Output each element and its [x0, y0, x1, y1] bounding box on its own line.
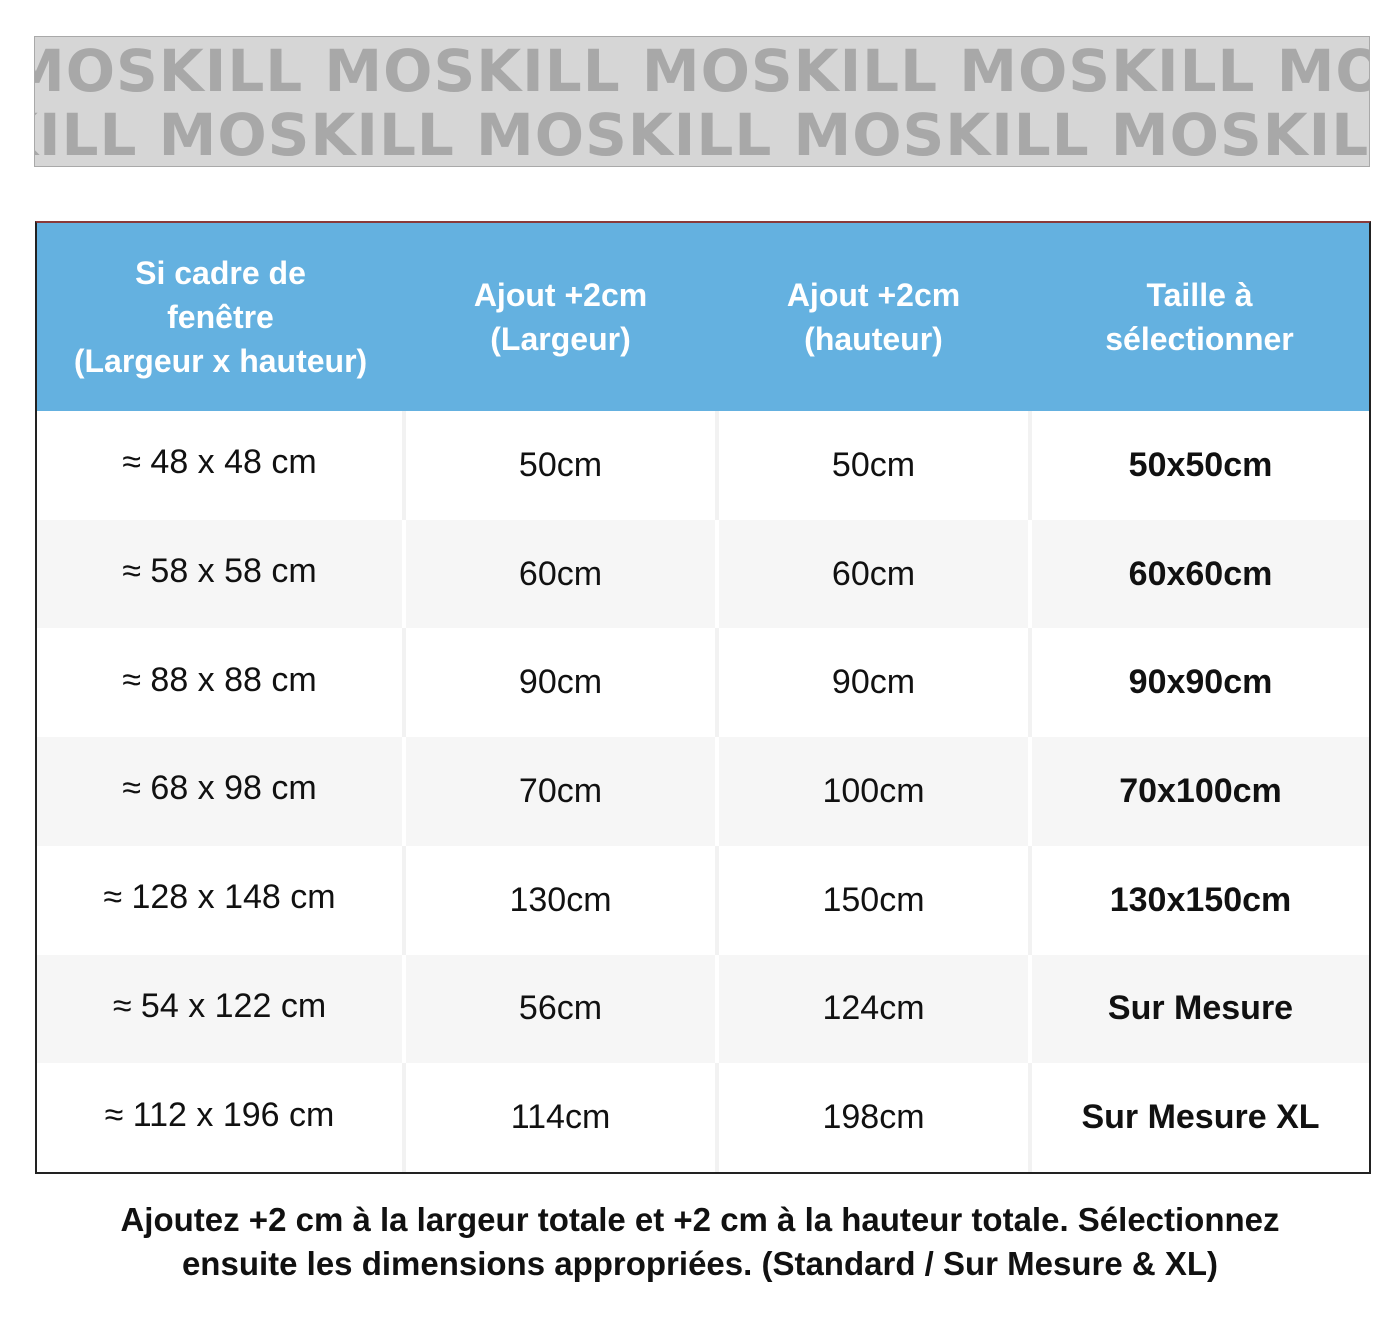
cell-frame-size: ≈ 68 x 98 cm [37, 737, 404, 846]
watermark-row-2: KILL MOSKILL MOSKILL MOSKILL MOSKILL MOS… [35, 101, 1370, 167]
cell-width: 70cm [402, 737, 717, 846]
cell-size-to-select: 90x90cm [1028, 628, 1369, 738]
cell-frame-size: ≈ 48 x 48 cm [37, 411, 404, 520]
cell-frame-size: ≈ 54 x 122 cm [37, 954, 404, 1064]
cell-size-to-select: 60x60cm [1028, 519, 1369, 629]
footnote-line-1: Ajoutez +2 cm à la largeur totale et +2 … [120, 1201, 1280, 1238]
table-row: ≈ 48 x 48 cm 50cm 50cm 50x50cm [37, 411, 1369, 520]
header-line: Ajout +2cm [786, 277, 961, 313]
brand-watermark-banner: MOSKILL MOSKILL MOSKILL MOSKILL MOSKILL … [34, 36, 1370, 167]
watermark-row-1: MOSKILL MOSKILL MOSKILL MOSKILL MOSKILL [34, 37, 1369, 105]
cell-width: 56cm [402, 954, 717, 1064]
cell-width: 50cm [402, 411, 717, 520]
header-line: (hauteur) [804, 321, 943, 357]
instructions-footnote: Ajoutez +2 cm à la largeur totale et +2 … [30, 1198, 1370, 1286]
cell-frame-size: ≈ 88 x 88 cm [37, 628, 404, 738]
cell-size-to-select: Sur Mesure [1028, 954, 1369, 1064]
cell-width: 60cm [402, 519, 717, 629]
cell-frame-size: ≈ 112 x 196 cm [37, 1063, 404, 1172]
cell-height: 90cm [715, 628, 1030, 738]
header-add-height: Ajout +2cm (hauteur) [717, 223, 1030, 411]
table-row: ≈ 58 x 58 cm 60cm 60cm 60x60cm [37, 519, 1369, 629]
header-line: Ajout +2cm [473, 277, 648, 313]
header-line: (Largeur) [490, 321, 631, 357]
cell-width: 90cm [402, 628, 717, 738]
header-line: sélectionner [1105, 321, 1294, 357]
table-row: ≈ 88 x 88 cm 90cm 90cm 90x90cm [37, 628, 1369, 738]
cell-size-to-select: 130x150cm [1028, 845, 1369, 955]
table-row: ≈ 54 x 122 cm 56cm 124cm Sur Mesure [37, 954, 1369, 1064]
cell-height: 100cm [715, 737, 1030, 846]
cell-size-to-select: 70x100cm [1028, 737, 1369, 846]
cell-frame-size: ≈ 58 x 58 cm [37, 519, 404, 629]
table-row: ≈ 112 x 196 cm 114cm 198cm Sur Mesure XL [37, 1063, 1369, 1172]
cell-height: 198cm [715, 1063, 1030, 1172]
size-guide-table: Si cadre de fenêtre (Largeur x hauteur) … [35, 221, 1371, 1174]
header-line: Taille à [1146, 277, 1253, 313]
cell-height: 50cm [715, 411, 1030, 520]
table-row: ≈ 68 x 98 cm 70cm 100cm 70x100cm [37, 737, 1369, 846]
header-add-width: Ajout +2cm (Largeur) [404, 223, 717, 411]
header-size-to-select: Taille à sélectionner [1030, 223, 1369, 411]
cell-height: 60cm [715, 519, 1030, 629]
table-row: ≈ 128 x 148 cm 130cm 150cm 130x150cm [37, 845, 1369, 955]
cell-height: 150cm [715, 845, 1030, 955]
header-line: (Largeur x hauteur) [73, 343, 368, 379]
cell-size-to-select: Sur Mesure XL [1028, 1063, 1369, 1172]
header-window-frame: Si cadre de fenêtre (Largeur x hauteur) [37, 223, 404, 411]
footnote-line-2: ensuite les dimensions appropriées. (Sta… [181, 1245, 1219, 1282]
header-line: fenêtre [167, 299, 274, 335]
cell-width: 130cm [402, 845, 717, 955]
cell-size-to-select: 50x50cm [1028, 411, 1369, 520]
cell-height: 124cm [715, 954, 1030, 1064]
cell-frame-size: ≈ 128 x 148 cm [37, 845, 404, 955]
header-line: Si cadre de [135, 255, 306, 291]
cell-width: 114cm [402, 1063, 717, 1172]
table-header-row: Si cadre de fenêtre (Largeur x hauteur) … [37, 223, 1369, 411]
